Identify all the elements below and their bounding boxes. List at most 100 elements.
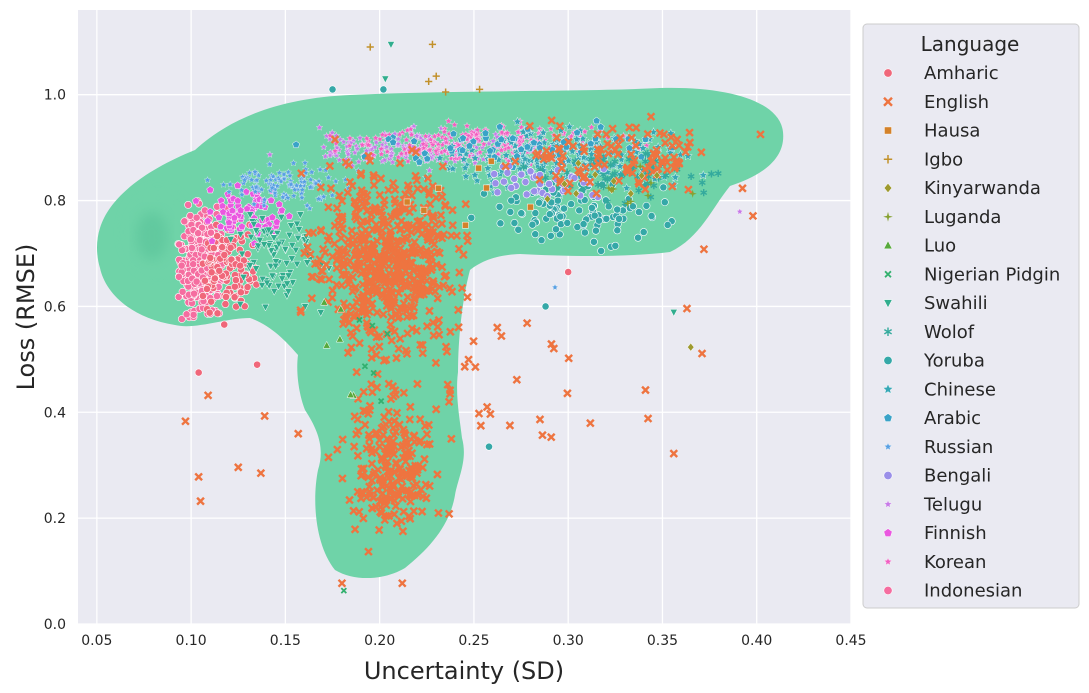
- point-english: [387, 287, 396, 297]
- point-russian: [328, 191, 336, 199]
- point-english: [424, 255, 434, 264]
- point-english: [476, 421, 486, 430]
- point-indonesian: [175, 272, 183, 281]
- point-english: [401, 436, 411, 445]
- point-english: [368, 387, 377, 397]
- point-english: [364, 547, 373, 556]
- point-english: [405, 514, 415, 523]
- legend-entry-yoruba: Yoruba: [883, 351, 985, 372]
- point-swahili: [283, 280, 292, 289]
- point-korean: [363, 134, 371, 142]
- point-korean: [397, 149, 406, 157]
- point-telugu: [371, 143, 379, 151]
- point-amharic: [230, 282, 239, 291]
- point-english: [394, 344, 403, 354]
- point-russian: [324, 173, 333, 181]
- point-english: [522, 318, 532, 328]
- point-english: [310, 259, 320, 269]
- point-english: [371, 274, 381, 284]
- point-english: [410, 274, 419, 284]
- point-chinese: [435, 152, 445, 163]
- point-russian: [248, 175, 256, 183]
- point-english: [429, 331, 438, 340]
- point-english: [306, 250, 315, 259]
- point-swahili: [260, 241, 269, 250]
- legend-marker-swahili: [883, 299, 893, 309]
- point-wolof: [607, 161, 615, 169]
- point-english: [203, 391, 213, 400]
- point-amharic: [222, 293, 230, 301]
- point-igbo: [428, 40, 437, 49]
- point-english: [433, 322, 442, 332]
- point-chinese: [472, 175, 482, 185]
- point-english: [351, 282, 360, 292]
- point-english: [395, 334, 405, 344]
- point-arabic: [292, 140, 300, 149]
- point-yoruba: [507, 196, 516, 205]
- point-telugu: [437, 124, 445, 132]
- point-english: [697, 148, 706, 157]
- point-english: [407, 145, 417, 155]
- legend-label-indonesian: Indonesian: [924, 581, 1022, 602]
- point-english: [469, 336, 478, 346]
- point-yoruba: [553, 196, 562, 205]
- point-english: [418, 268, 428, 277]
- point-arabic: [573, 128, 581, 137]
- point-english: [357, 186, 366, 195]
- point-english: [631, 141, 641, 150]
- point-english: [493, 323, 502, 332]
- point-finnish: [285, 212, 294, 220]
- point-english: [674, 141, 684, 150]
- point-english: [460, 362, 469, 371]
- point-russian: [300, 178, 309, 185]
- point-igbo: [442, 88, 450, 96]
- point-english: [406, 497, 415, 506]
- point-hausa: [403, 198, 411, 206]
- point-korean: [326, 131, 334, 139]
- point-english: [463, 292, 472, 302]
- point-english: [375, 507, 385, 517]
- point-english: [455, 268, 464, 277]
- point-english: [352, 430, 361, 439]
- point-english: [422, 266, 432, 275]
- point-english: [643, 129, 653, 139]
- point-english: [669, 449, 679, 458]
- point-english: [386, 442, 395, 452]
- point-english: [379, 356, 389, 365]
- y-tick-label: 0.0: [44, 617, 66, 633]
- point-finnish: [272, 217, 281, 226]
- point-english: [431, 193, 441, 203]
- point-indonesian: [174, 293, 183, 301]
- point-english: [418, 463, 427, 472]
- point-english: [552, 133, 562, 142]
- point-russian: [316, 165, 324, 173]
- point-nigerian-pidgin: [361, 363, 369, 370]
- point-english: [324, 232, 334, 241]
- point-english: [409, 431, 419, 440]
- point-amharic: [218, 243, 227, 252]
- point-english: [406, 463, 416, 472]
- point-indonesian: [194, 229, 203, 238]
- point-swahili: [282, 260, 291, 268]
- legend-label-arabic: Arabic: [924, 408, 981, 429]
- point-indonesian: [180, 217, 189, 226]
- point-swahili: [249, 221, 258, 229]
- point-english: [623, 163, 632, 172]
- point-english: [367, 353, 376, 363]
- point-wolof: [603, 198, 611, 206]
- legend-entry-telugu: Telugu: [883, 494, 982, 515]
- point-english: [260, 411, 269, 421]
- point-english: [369, 170, 378, 180]
- point-russian: [251, 187, 260, 195]
- point-amharic: [213, 232, 222, 240]
- point-english: [391, 310, 400, 320]
- point-arabic: [486, 146, 494, 155]
- point-english: [363, 243, 373, 253]
- x-tick-label: 0.35: [647, 633, 678, 649]
- point-russian: [260, 195, 269, 203]
- point-arabic: [596, 122, 605, 131]
- point-english: [382, 500, 391, 510]
- point-english: [434, 232, 443, 242]
- point-english: [410, 293, 419, 302]
- point-english: [647, 156, 656, 166]
